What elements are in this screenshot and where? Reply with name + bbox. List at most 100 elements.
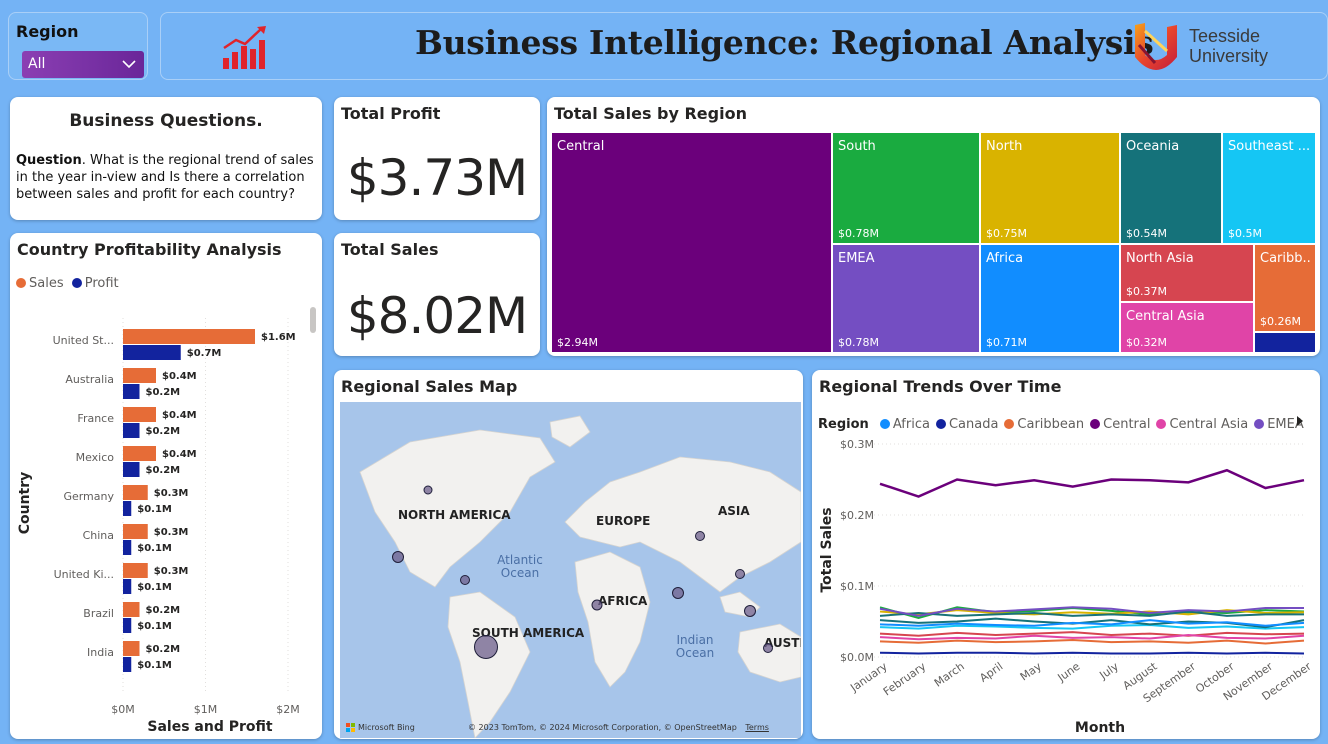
treemap-tile-value: $0.75M <box>986 227 1027 240</box>
x-tick-label: April <box>977 660 1005 685</box>
legend-next-arrow-icon[interactable] <box>1296 416 1304 426</box>
profit-data-label: $0.1M <box>137 660 172 671</box>
legend-item[interactable]: Africa <box>879 417 930 432</box>
treemap-tile[interactable]: Africa $0.71M <box>981 245 1119 352</box>
legend-item[interactable]: Canada <box>935 417 998 432</box>
x-axis-title: Sales and Profit <box>147 719 273 735</box>
map-title: Regional Sales Map <box>341 377 518 396</box>
trend-line-other[interactable] <box>879 631 1305 637</box>
treemap-tile-value: $0.71M <box>986 336 1027 349</box>
profit-bar[interactable] <box>123 462 140 477</box>
legend-label: Africa <box>892 417 930 432</box>
sales-data-label: $0.2M <box>146 644 181 655</box>
chevron-down-icon <box>122 60 136 69</box>
treemap-tile[interactable]: Central $2.94M <box>552 133 831 352</box>
bing-brand-text: Microsoft Bing <box>358 723 415 732</box>
treemap-tile-label: Caribb... <box>1260 251 1312 266</box>
trend-line-canada[interactable] <box>879 651 1305 655</box>
business-question-text: Question. What is the regional trend of … <box>16 152 318 203</box>
ocean-indian: Indian Ocean <box>675 633 715 660</box>
x-tick-label: June <box>1055 660 1083 685</box>
treemap-tile[interactable]: Central Asia $0.32M <box>1121 303 1253 352</box>
map-bubble[interactable] <box>744 605 756 617</box>
map-bubble[interactable] <box>474 635 498 659</box>
trend-chart-legend: Region Africa Canada Caribbean Central Centr… <box>818 413 1310 432</box>
treemap-tile[interactable]: Southeast ... $0.5M <box>1223 133 1315 243</box>
sales-legend-dot <box>16 278 26 288</box>
treemap-tile-value: $0.54M <box>1126 227 1167 240</box>
treemap-tile[interactable]: North $0.75M <box>981 133 1119 243</box>
profit-bar[interactable] <box>123 345 181 360</box>
treemap-tile-value: $0.32M <box>1126 336 1167 349</box>
treemap-title: Total Sales by Region <box>554 104 747 123</box>
sales-bar[interactable] <box>123 563 148 578</box>
map-bubble[interactable] <box>460 575 470 585</box>
treemap-tile-label: Central <box>557 139 605 154</box>
sales-bar[interactable] <box>123 485 148 500</box>
treemap-tile[interactable]: South $0.78M <box>833 133 979 243</box>
treemap-tile-label: South <box>838 139 876 154</box>
y-tick-label: $0.1M <box>840 580 874 593</box>
profit-bar[interactable] <box>123 384 140 399</box>
map-bubble[interactable] <box>672 587 684 599</box>
profit-legend-dot <box>71 278 82 288</box>
terms-link[interactable]: Terms <box>745 723 769 732</box>
treemap-tile[interactable]: EMEA $0.78M <box>833 245 979 352</box>
treemap-tile[interactable] <box>1255 333 1315 352</box>
treemap-tile[interactable]: Oceania $0.54M <box>1121 133 1221 243</box>
legend-dot <box>1090 419 1101 429</box>
trend-line-other[interactable] <box>879 610 1304 617</box>
trend-line-central[interactable] <box>879 468 1305 498</box>
treemap-tile[interactable]: North Asia $0.37M <box>1121 245 1253 301</box>
profit-bar[interactable] <box>123 579 132 594</box>
profit-bar[interactable] <box>123 618 132 633</box>
trend-line-other[interactable] <box>879 624 1305 630</box>
map-bubble[interactable] <box>423 485 433 495</box>
sales-data-label: $0.2M <box>146 605 181 616</box>
map-bubble[interactable] <box>735 569 745 579</box>
sales-bar[interactable] <box>123 407 156 422</box>
y-axis-title: Country <box>17 472 33 535</box>
map-bubble[interactable] <box>591 599 603 611</box>
profit-bar[interactable] <box>123 423 140 438</box>
legend-dot <box>1004 419 1015 429</box>
profit-bar[interactable] <box>123 501 132 516</box>
treemap-tile[interactable]: Caribb... $0.26M <box>1255 245 1315 331</box>
legend-item[interactable]: EMEA <box>1254 417 1304 432</box>
total-sales-card: Total Sales $8.02M <box>334 233 540 356</box>
legend-item[interactable]: Caribbean <box>1004 417 1084 432</box>
region-dropdown[interactable]: All <box>22 51 144 78</box>
legend-item[interactable]: Central <box>1090 417 1150 432</box>
sales-data-label: $1.6M <box>261 332 296 343</box>
map-bubble[interactable] <box>763 643 773 653</box>
map-bubble[interactable] <box>695 531 705 541</box>
profit-bar[interactable] <box>123 657 132 672</box>
attribution-text[interactable]: © 2023 TomTom, © 2024 Microsoft Corporat… <box>468 723 737 732</box>
sales-bar[interactable] <box>123 368 156 383</box>
trend-line-africa[interactable] <box>879 619 1305 627</box>
total-sales-value: $8.02M <box>346 287 528 345</box>
profit-bar[interactable] <box>123 540 132 555</box>
sales-bar[interactable] <box>123 446 156 461</box>
trend-line-caribbean[interactable] <box>879 638 1305 645</box>
sales-bar[interactable] <box>123 329 255 344</box>
world-map[interactable]: NORTH AMERICA EUROPE ASIA AFRICA SOUTH A… <box>340 402 801 738</box>
y-tick-label: $0.3M <box>840 438 874 451</box>
sales-bar[interactable] <box>123 641 140 656</box>
sales-bar[interactable] <box>123 524 148 539</box>
profit-data-label: $0.1M <box>137 582 172 593</box>
treemap-tile-value: $0.26M <box>1260 315 1301 328</box>
x-tick-label: July <box>1097 660 1122 683</box>
legend-label: Central Asia <box>1169 417 1249 432</box>
legend-item[interactable]: Central Asia <box>1156 417 1248 432</box>
world-landmass <box>359 415 801 738</box>
continent-north-america: NORTH AMERICA <box>398 508 511 522</box>
trend-chart-title: Regional Trends Over Time <box>819 377 1062 396</box>
trend-line-central-asia[interactable] <box>879 633 1305 641</box>
trend-line-emea[interactable] <box>879 606 1304 617</box>
country-label: Germany <box>63 490 114 503</box>
map-bubble[interactable] <box>392 551 404 563</box>
chart-scrollbar[interactable] <box>310 307 316 333</box>
country-label: United Ki... <box>54 568 114 581</box>
sales-bar[interactable] <box>123 602 140 617</box>
